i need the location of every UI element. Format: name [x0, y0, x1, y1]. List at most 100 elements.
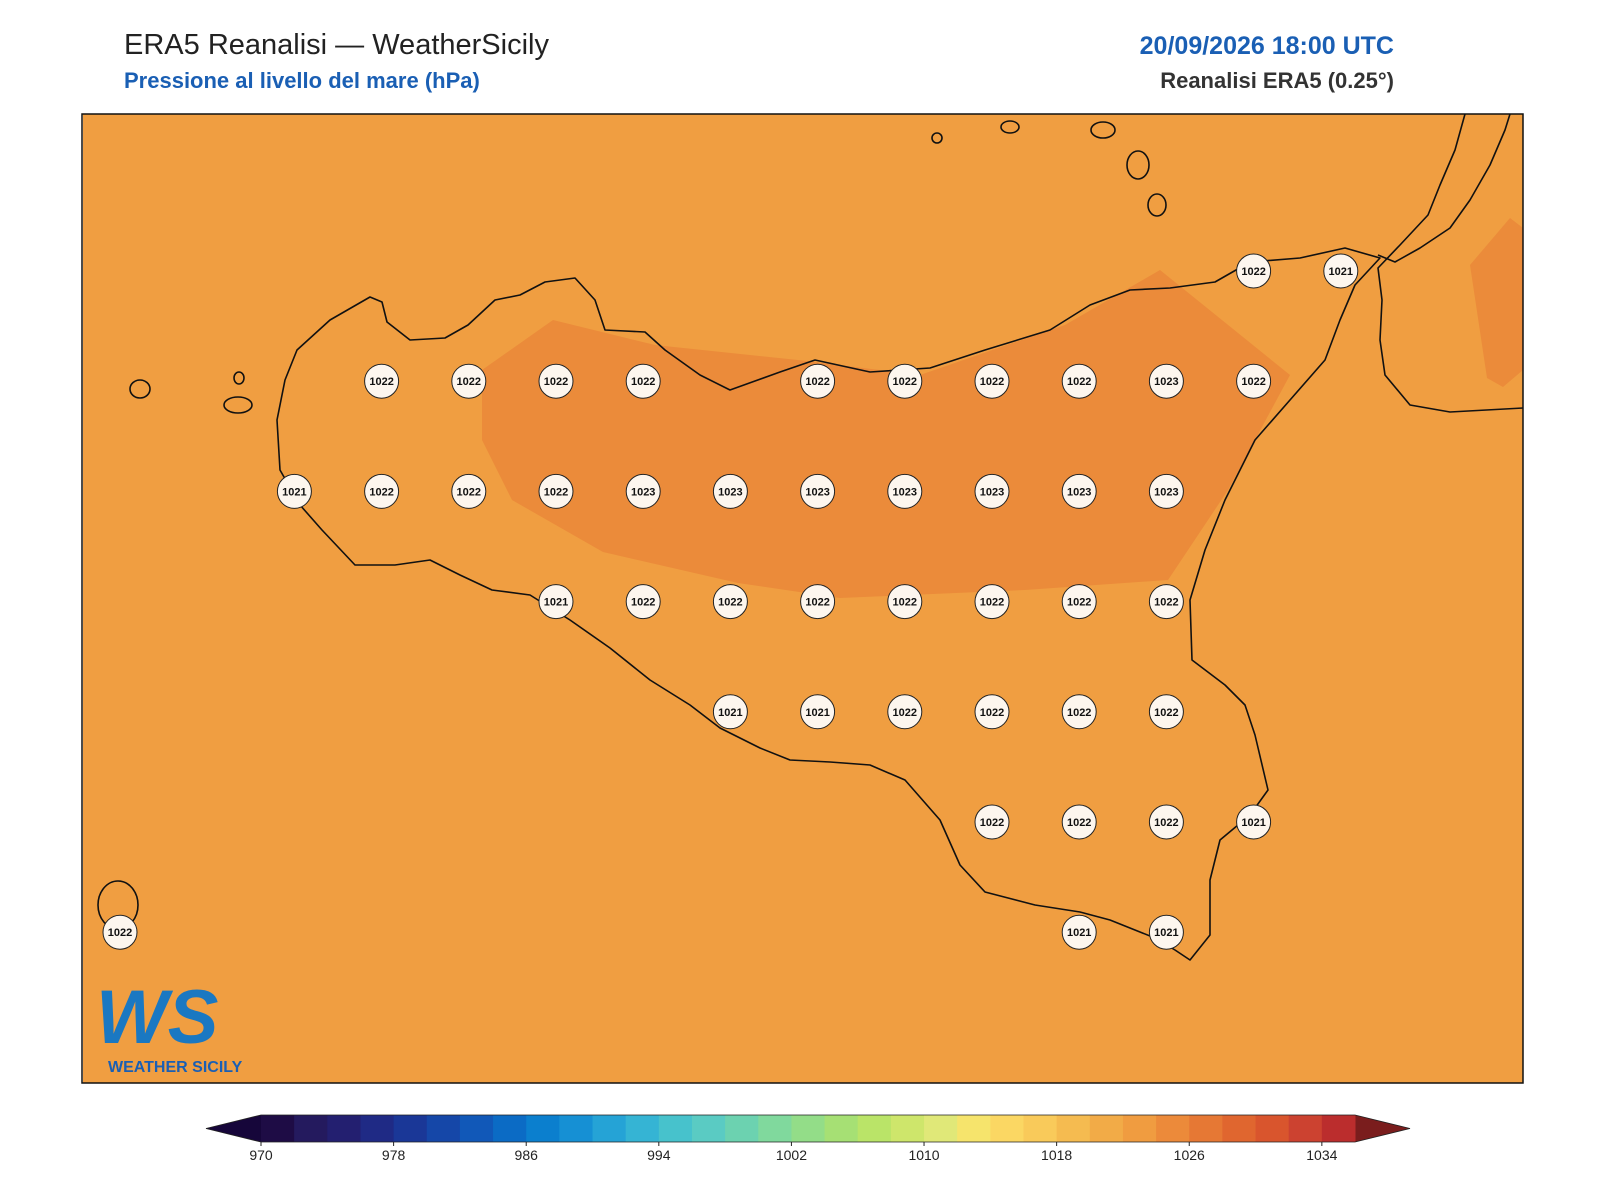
colorbar-bin: [924, 1115, 958, 1142]
station-label: 1022: [893, 707, 917, 719]
station-label: 1022: [544, 486, 568, 498]
station-marker: [1061, 363, 1097, 399]
station-label: 1022: [1241, 266, 1265, 278]
colorbar-bin: [360, 1115, 395, 1142]
station-marker: [538, 584, 574, 620]
station-label: 1022: [893, 597, 917, 609]
colorbar-bin: [1189, 1115, 1223, 1142]
station-marker: [1061, 473, 1097, 509]
colorbar-over: [1355, 1115, 1410, 1142]
colorbar-bin: [294, 1115, 328, 1142]
station-marker: [712, 694, 748, 730]
station-marker: [887, 694, 923, 730]
station-label: 1022: [805, 376, 829, 388]
colorbar-bin: [658, 1115, 693, 1142]
station-marker: [276, 473, 312, 509]
station-label: 1022: [544, 376, 568, 388]
station-label: 1022: [631, 597, 655, 609]
station-marker: [974, 804, 1010, 840]
map: WS WEATHER SICILY 1022 1021 1022 1022 1022 10…: [83, 114, 1523, 1083]
colorbar-tick-label: 986: [515, 1147, 539, 1163]
station-label: 1021: [1067, 927, 1091, 939]
station-marker: [974, 694, 1010, 730]
coastline: [1377, 114, 1523, 413]
station-label: 1023: [805, 486, 829, 498]
colorbar-bin: [1023, 1115, 1058, 1142]
station-marker: [712, 584, 748, 620]
station-label: 1022: [1067, 817, 1091, 829]
station-label: 1022: [805, 597, 829, 609]
station-label: 1021: [805, 707, 829, 719]
colorbar-bin: [1156, 1115, 1190, 1142]
subtitle: Pressione al livello del mare (hPa): [124, 68, 480, 93]
colorbar-bin: [559, 1115, 594, 1142]
station-label: 1022: [631, 376, 655, 388]
colorbar-bin: [791, 1115, 826, 1142]
station-label: 1021: [1329, 266, 1353, 278]
colorbar-tick-label: 978: [382, 1147, 406, 1163]
station-marker: [1148, 694, 1184, 730]
station-marker: [451, 473, 487, 509]
station-marker: [538, 363, 574, 399]
station-label: 1022: [893, 376, 917, 388]
station-marker: [1061, 914, 1097, 950]
colorbar-tick-label: 1026: [1174, 1147, 1205, 1163]
station-marker: [1061, 584, 1097, 620]
colorbar: 970 978 986 994 1002 1010 1018 1026 1034: [205, 1114, 1411, 1163]
station-label: 1022: [457, 376, 481, 388]
colorbar-tick-label: 970: [249, 1147, 273, 1163]
station-marker: [1061, 804, 1097, 840]
colorbar-bin: [1321, 1115, 1356, 1142]
station-marker: [887, 363, 923, 399]
coastline: [276, 247, 1381, 961]
colorbar-under: [206, 1115, 261, 1142]
station-label: 1022: [108, 927, 132, 939]
colorbar-bin: [1255, 1115, 1290, 1142]
datetime: 20/09/2026 18:00 UTC: [1140, 32, 1394, 60]
station-label: 1023: [631, 486, 655, 498]
coastline: [1377, 114, 1511, 263]
station-label: 1021: [1241, 817, 1265, 829]
colorbar-bin: [327, 1115, 361, 1142]
pressure-field-high: [1470, 218, 1523, 387]
station-marker: [1236, 363, 1272, 399]
station-marker: [1148, 804, 1184, 840]
station-label: 1022: [980, 376, 1004, 388]
station-marker: [625, 473, 661, 509]
colorbar-bin: [1056, 1115, 1091, 1142]
station-marker: [451, 363, 487, 399]
colorbar-outline: [205, 1114, 1411, 1143]
station-label: 1022: [1154, 817, 1178, 829]
station-label: 1023: [1067, 486, 1091, 498]
colorbar-bin: [957, 1115, 991, 1142]
station-label: 1022: [369, 486, 393, 498]
logo-text: WEATHER SICILY: [108, 1059, 243, 1076]
station-marker: [538, 473, 574, 509]
station-label: 1022: [1067, 597, 1091, 609]
station-marker: [1148, 473, 1184, 509]
colorbar-tick-label: 994: [647, 1147, 671, 1163]
source: Reanalisi ERA5 (0.25°): [1160, 68, 1394, 93]
station-marker: [974, 584, 1010, 620]
title: ERA5 Reanalisi — WeatherSicily: [124, 29, 549, 61]
station-label: 1021: [282, 486, 306, 498]
logo-mark: WS: [96, 975, 218, 1060]
logo: WS WEATHER SICILY: [96, 975, 243, 1076]
station-marker: [102, 914, 138, 950]
colorbar-tick-label: 1010: [908, 1147, 939, 1163]
station-label: 1023: [1154, 376, 1178, 388]
station-label: 1022: [980, 817, 1004, 829]
station-label: 1022: [1154, 707, 1178, 719]
colorbar-bin: [990, 1115, 1024, 1142]
station-marker: [1148, 584, 1184, 620]
station-marker: [1323, 253, 1359, 289]
colorbar-bin: [1089, 1115, 1124, 1142]
station-marker: [625, 584, 661, 620]
colorbar-bin: [857, 1115, 892, 1142]
colorbar-bin: [1122, 1115, 1157, 1142]
station-marker: [800, 363, 836, 399]
station-marker: [712, 473, 748, 509]
map-frame: [81, 113, 1524, 1084]
station-marker: [800, 584, 836, 620]
